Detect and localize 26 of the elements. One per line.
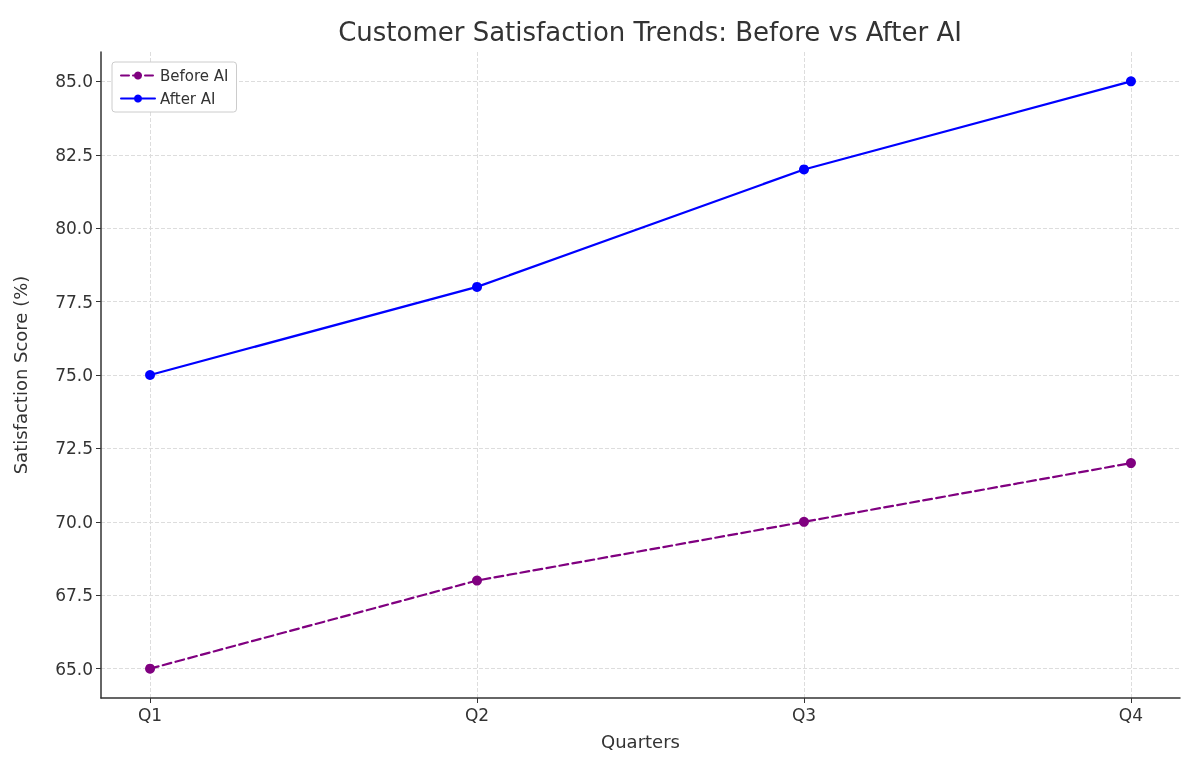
legend-label: After AI (160, 89, 216, 108)
point (472, 575, 483, 586)
x-tick-label: Q3 (791, 704, 817, 725)
y-tick-label: 67.5 (55, 585, 93, 606)
y-tick-label: 82.5 (55, 144, 93, 165)
y-tick-label: 65.0 (55, 658, 93, 679)
y-tick-label: 77.5 (55, 291, 93, 312)
point (145, 663, 156, 674)
y-tick-label: 80.0 (55, 218, 93, 239)
x-tick-label: Q4 (1118, 704, 1144, 725)
x-axis-title: Quarters (601, 730, 680, 752)
point (1125, 458, 1136, 469)
point (472, 281, 483, 292)
x-tick-label: Q1 (137, 704, 163, 725)
y-tick-label: 75.0 (55, 365, 93, 385)
y-tick-label: 72.5 (55, 438, 93, 459)
x-tick-label: Q2 (464, 704, 490, 725)
point (799, 516, 809, 527)
chart-title: Customer Satisfaction Trends: Before vs After AI (338, 17, 962, 47)
y-tick-label: 85.0 (55, 71, 93, 92)
point (145, 370, 156, 380)
y-axis-title: Satisfaction Score (%) (9, 275, 31, 475)
legend-label: Before AI (160, 66, 229, 85)
point (1125, 76, 1136, 87)
point (799, 164, 809, 175)
y-tick-label: 70.0 (55, 511, 93, 532)
